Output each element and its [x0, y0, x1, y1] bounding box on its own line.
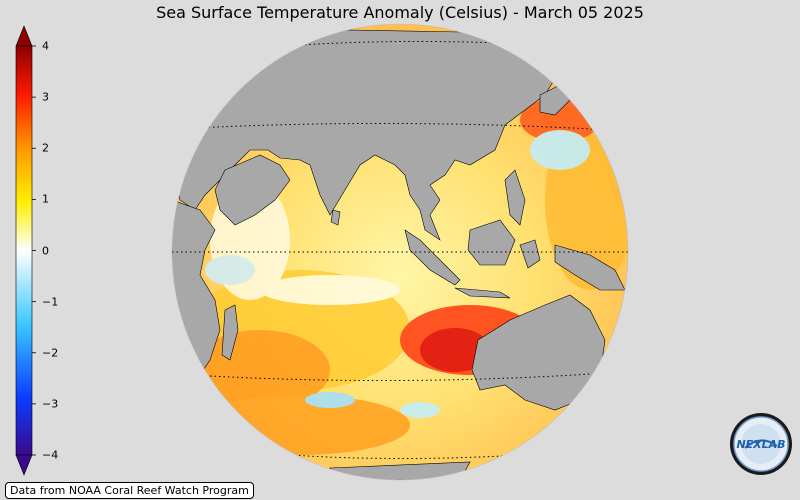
- land-philippines: [504, 169, 526, 226]
- sst-warm-patches: [190, 98, 628, 455]
- colorbar-min-arrow: [15, 454, 33, 476]
- nexlab-logo: NEXLAB: [730, 413, 792, 475]
- land-borneo: [467, 219, 516, 266]
- land-sri-lanka: [330, 209, 341, 226]
- land-madagascar: [221, 304, 239, 361]
- land-sumatra: [404, 229, 461, 286]
- colorbar: [15, 25, 36, 476]
- colorbar-tick-label: 3: [42, 90, 49, 104]
- map-title: Sea Surface Temperature Anomaly (Celsius…: [156, 3, 644, 22]
- colorbar-tick-label: 4: [42, 39, 49, 53]
- land-masses: [172, 29, 626, 480]
- colorbar-tick-label: 2: [42, 141, 49, 155]
- land-arabia: [214, 154, 291, 226]
- colorbar-tick-label: −3: [42, 397, 59, 411]
- logo-text: NEXLAB: [736, 438, 785, 451]
- colorbar-tick-label: 1: [42, 192, 49, 206]
- land-java: [454, 287, 511, 299]
- land-asia: [172, 29, 561, 241]
- land-new-guinea: [554, 244, 626, 291]
- data-credit: Data from NOAA Coral Reef Watch Program: [5, 482, 254, 499]
- land-sulawesi: [519, 239, 541, 269]
- colorbar-tick-label: −2: [42, 346, 59, 360]
- colorbar-tick-label: −4: [42, 448, 59, 462]
- colorbar-tick-label: −1: [42, 295, 59, 309]
- colorbar-tick-label: 0: [42, 244, 49, 257]
